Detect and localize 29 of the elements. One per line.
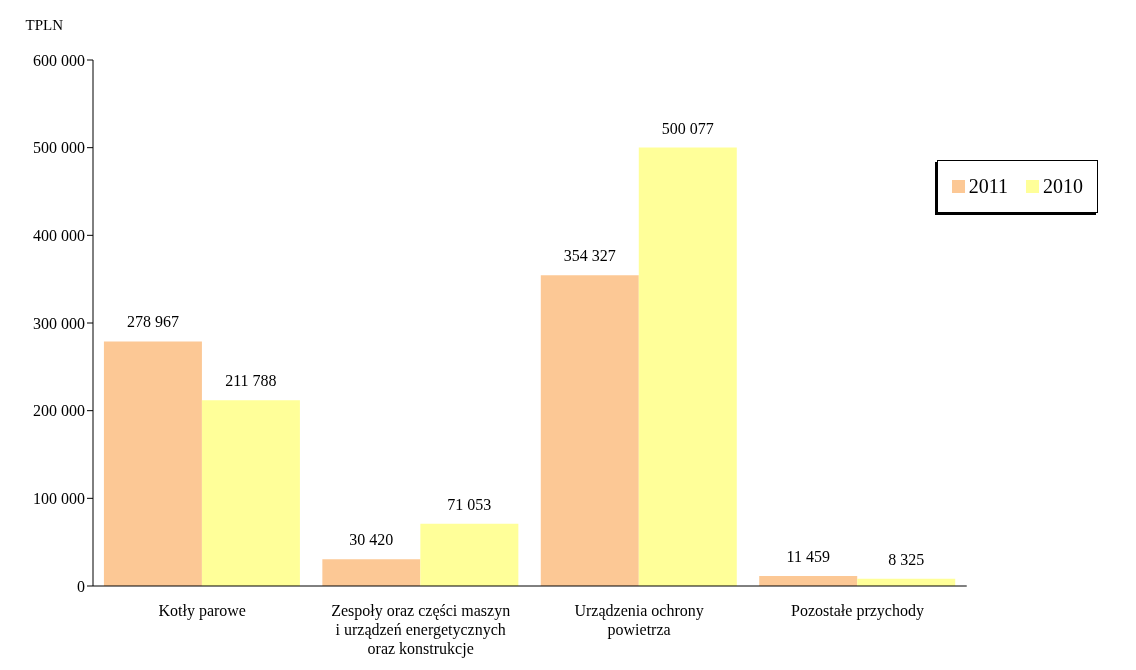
- y-tick-label: 200 000: [33, 402, 85, 420]
- data-label: 500 077: [661, 119, 714, 137]
- data-label: 354 327: [563, 247, 616, 265]
- data-label: 71 053: [447, 495, 492, 513]
- data-label: 211 788: [225, 372, 277, 390]
- y-tick-label: 0: [77, 577, 85, 595]
- bar: [322, 559, 421, 586]
- bar: [759, 575, 858, 586]
- x-tick-label: Zespoły oraz części maszyn i urządzeń energetycznych oraz konstrukcje: [331, 602, 511, 658]
- bar: [540, 275, 639, 586]
- bar: [103, 341, 202, 586]
- y-tick-label: 100 000: [33, 490, 85, 508]
- bar: [420, 523, 519, 586]
- x-tick-label: Urządzenia ochrony powietrza: [574, 602, 704, 639]
- x-tick-label: Kotły parowe: [158, 602, 246, 620]
- y-tick-label: 500 000: [33, 139, 85, 157]
- data-label: 11 459: [786, 547, 830, 565]
- x-tick-label: Pozostałe przychody: [791, 602, 924, 620]
- data-label: 30 420: [349, 531, 394, 549]
- y-axis-title: TPLN: [25, 17, 64, 33]
- legend-label: 2010: [1043, 175, 1083, 198]
- legend-label: 2011: [968, 175, 1008, 198]
- bar: [201, 400, 300, 586]
- data-label: 8 325: [888, 550, 925, 568]
- y-tick-label: 600 000: [33, 51, 85, 69]
- data-label: 278 967: [126, 313, 179, 331]
- bar: [638, 147, 737, 586]
- y-tick-label: 400 000: [33, 227, 85, 245]
- y-tick-label: 300 000: [33, 314, 85, 332]
